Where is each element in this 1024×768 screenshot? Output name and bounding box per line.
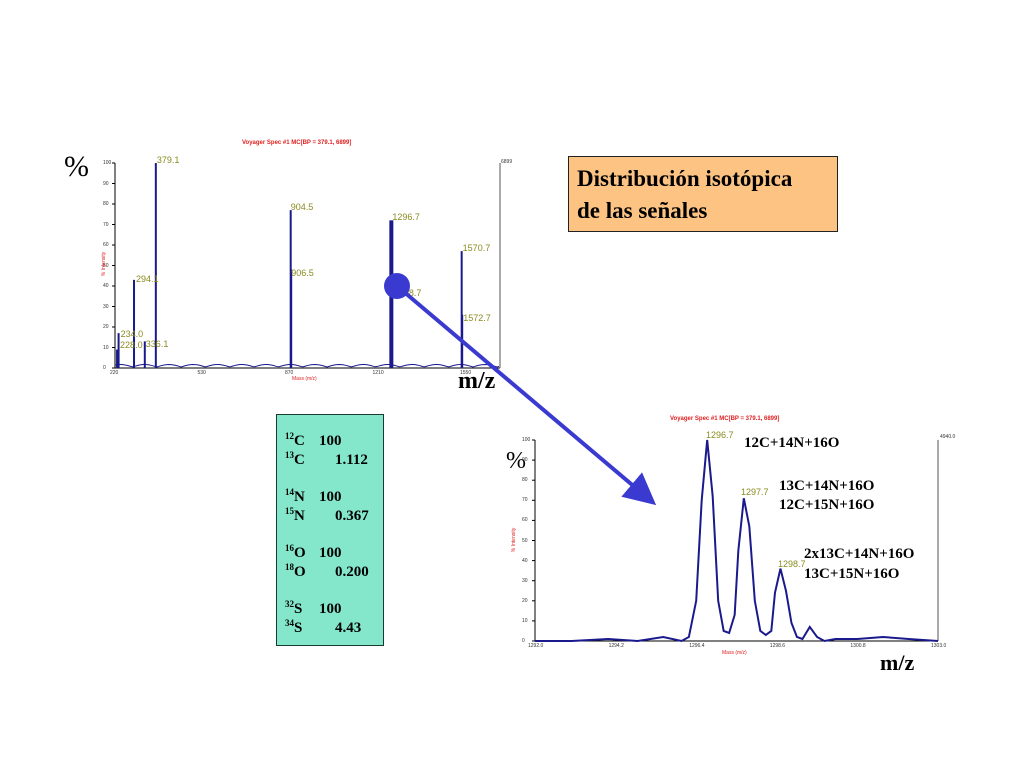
title-box: Distribución isotópica de las señales: [568, 156, 838, 232]
chart1-peak-label: 1296.7: [392, 212, 420, 223]
chart1-title: Voyager Spec #1 MC[BP = 379.1, 6899]: [242, 140, 352, 146]
annotation-peak-2a: 13C+14N+16O: [779, 478, 875, 494]
x-axis-mz-label-1: m/z: [458, 368, 496, 394]
chart1-x-tick: 1210: [372, 370, 384, 376]
chart2-x-tick: 1296.4: [689, 643, 705, 649]
chart2-y-tick: 70: [522, 497, 528, 504]
y-axis-percent-label-1: %: [64, 150, 89, 183]
isotope-row: 14N 100: [285, 487, 342, 505]
chart2-peak-label-2: 1297.7: [741, 487, 769, 497]
isotope-row: 12C 100: [285, 431, 342, 449]
chart1-peak-label: 906.5: [291, 267, 314, 278]
isotope-row: 18O 0.200: [285, 562, 369, 580]
annotation-peak-3a: 2x13C+14N+16O: [804, 546, 915, 562]
chart2-y-tick: 90: [522, 457, 528, 464]
chart1-x-tick: 530: [197, 370, 206, 376]
chart2-y-tick: 0: [522, 638, 525, 644]
chart1-peak-label: 228.0: [120, 339, 143, 350]
chart1-peak-label: 904.5: [290, 202, 314, 213]
isotope-abundance-table: 12C 100 13C 1.112 14N 100 15N 0.367 16O 100 18O 0.2…: [276, 414, 384, 646]
chart2-y-tick: 30: [522, 577, 528, 584]
chart1-y-tick: 10: [103, 344, 109, 351]
chart1-peak-label: 294.1: [136, 273, 159, 284]
chart1-y-tick: 30: [103, 303, 109, 310]
chart2-max-intensity: 4940.0: [940, 434, 956, 440]
chart1-peak-label: 1572.7: [463, 312, 491, 323]
chart2-y-tick: 10: [522, 617, 528, 624]
annotation-peak-3b: 13C+15N+16O: [804, 566, 900, 582]
chart2-y-axis-label: % Intensity: [511, 527, 518, 553]
chart2-y-tick: 100: [522, 437, 531, 443]
annotation-peak-1: 12C+14N+16O: [744, 435, 840, 451]
isotope-row: 13C 1.112: [285, 450, 368, 468]
chart1-peak-label: 1298.7: [393, 288, 422, 299]
chart1-peak-label: 379.1: [156, 155, 180, 165]
chart2-y-tick: 20: [522, 597, 528, 604]
chart1-x-tick: 870: [285, 370, 294, 376]
chart2-peak-label-3: 1298.7: [778, 559, 806, 569]
spectrum-chart-zoom: Voyager Spec #1 MC[BP = 379.1, 6899] 0 10…: [510, 412, 970, 672]
chart2-title: Voyager Spec #1 MC[BP = 379.1, 6899]: [670, 416, 780, 422]
chart1-y-tick: 70: [103, 221, 109, 228]
chart2-x-tick: 1303.0: [931, 643, 947, 649]
chart2-x-tick: 1298.6: [769, 643, 786, 649]
annotation-peak-2b: 12C+15N+16O: [779, 497, 875, 513]
isotope-row: 16O 100: [285, 543, 342, 561]
chart2-plot: [532, 439, 939, 643]
title-line-1: Distribución isotópica: [577, 166, 793, 191]
spectrum-chart-full: Voyager Spec #1 MC[BP = 379.1, 6899] 0 10…: [96, 136, 526, 386]
chart1-x-tick: 220: [110, 370, 119, 376]
chart2-y-tick: 50: [522, 537, 528, 544]
chart1-y-tick: 80: [103, 201, 109, 207]
chart1-y-tick: 20: [103, 324, 109, 330]
chart1-y-tick: 100: [103, 160, 112, 166]
chart1-y-axis-label: % Intensity: [101, 251, 108, 277]
chart2-y-tick: 40: [522, 557, 528, 564]
chart2-x-tick: 1294.2: [608, 643, 624, 649]
chart1-peak-label: 1570.7: [462, 243, 491, 254]
chart1-y-tick: 0: [103, 365, 106, 371]
isotope-row: 32S 100: [285, 599, 342, 617]
chart1-x-axis-label: Mass (m/z): [292, 376, 317, 382]
isotope-row: 34S 4.43: [285, 618, 362, 636]
chart1-y-tick: 60: [103, 242, 109, 248]
chart1-y-tick: 90: [103, 180, 109, 187]
isotope-row: 15N 0.367: [285, 506, 369, 524]
chart2-x-tick: 1292.0: [528, 643, 544, 649]
x-axis-mz-label-2: m/z: [880, 650, 915, 675]
chart1-max-intensity: 6899: [501, 159, 513, 165]
chart2-y-tick: 80: [522, 477, 528, 484]
chart2-y-tick: 60: [522, 517, 528, 524]
chart1-y-tick: 50: [103, 262, 109, 269]
chart1-y-tick: 40: [103, 283, 109, 289]
chart1-peak-label: 336.1: [145, 339, 169, 350]
chart1-peak-label: 234.0: [120, 329, 144, 340]
title-line-2: de las señales: [577, 198, 708, 223]
chart2-x-axis-label: Mass (m/z): [722, 650, 747, 656]
chart2-peak-label-1: 1296.7: [706, 430, 734, 440]
chart2-x-tick: 1300.8: [850, 643, 866, 649]
